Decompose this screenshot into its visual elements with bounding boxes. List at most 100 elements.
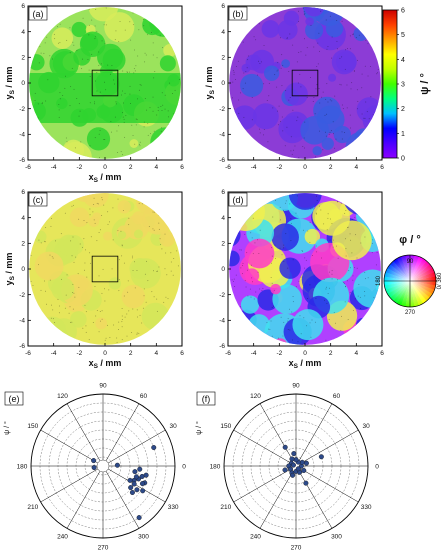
stipple-dot: [118, 259, 120, 261]
polar-angle-label: 270: [291, 544, 302, 550]
stipple-dot: [34, 92, 36, 94]
stipple-dot: [149, 7, 151, 8]
heatmap-region: [270, 193, 298, 211]
stipple-dot: [171, 93, 173, 95]
stipple-dot: [344, 212, 346, 214]
stipple-dot: [169, 313, 171, 315]
stipple-dot: [103, 24, 105, 26]
color-wheel: φ / ° 90 180 270 0/ 360: [376, 234, 443, 316]
stipple-dot: [111, 65, 113, 67]
stipple-dot: [290, 240, 292, 242]
stipple-dot: [161, 248, 163, 250]
stipple-dot: [337, 279, 339, 281]
stipple-dot: [253, 36, 255, 38]
x-axis-label: xS / mm: [289, 358, 322, 370]
stipple-dot: [175, 9, 177, 11]
stipple-dot: [53, 33, 55, 35]
stipple-dot: [115, 101, 117, 103]
stipple-dot: [156, 57, 158, 59]
stipple-dot: [310, 24, 312, 26]
stipple-dot: [127, 280, 129, 282]
stipple-dot: [94, 101, 96, 103]
stipple-dot: [230, 334, 232, 336]
stipple-dot: [136, 316, 138, 318]
stipple-dot: [35, 213, 37, 215]
stipple-dot: [247, 59, 249, 61]
stipple-dot: [113, 324, 115, 326]
stipple-dot: [93, 219, 95, 221]
stipple-dot: [175, 128, 177, 130]
stipple-dot: [69, 306, 71, 308]
stipple-dot: [315, 156, 317, 158]
stipple-dot: [229, 332, 230, 334]
stipple-dot: [153, 331, 155, 333]
stipple-dot: [104, 339, 106, 341]
stipple-dot: [306, 96, 308, 98]
stipple-dot: [364, 236, 366, 238]
stipple-dot: [115, 30, 117, 32]
stipple-dot: [259, 128, 261, 130]
stipple-dot: [364, 65, 366, 67]
stipple-dot: [44, 42, 46, 44]
stipple-dot: [54, 321, 56, 323]
stipple-dot: [276, 110, 278, 112]
stipple-dot: [313, 97, 315, 99]
x-tick-label: 0: [103, 350, 107, 357]
stipple-dot: [150, 7, 152, 9]
stipple-dot: [118, 290, 120, 292]
stipple-dot: [157, 157, 159, 159]
stipple-dot: [298, 157, 300, 159]
stipple-dot: [312, 100, 314, 102]
stipple-dot: [139, 143, 141, 145]
stipple-dot: [296, 120, 298, 122]
stipple-dot: [310, 208, 312, 210]
stipple-dot: [160, 127, 162, 129]
stipple-dot: [83, 238, 85, 240]
stipple-dot: [337, 201, 339, 203]
stipple-dot: [98, 64, 100, 66]
stipple-dot: [76, 50, 78, 52]
stipple-dot: [71, 67, 73, 69]
stipple-dot: [101, 292, 103, 294]
stipple-dot: [99, 229, 101, 231]
stipple-dot: [98, 331, 100, 333]
heatmap-region: [325, 20, 344, 38]
heatmap-region: [129, 139, 139, 148]
stipple-dot: [69, 52, 71, 54]
data-point: [129, 489, 135, 495]
stipple-dot: [361, 73, 363, 75]
stipple-dot: [233, 278, 235, 280]
stipple-dot: [234, 313, 236, 315]
y-tick-label: 0: [21, 266, 25, 273]
stipple-dot: [178, 78, 180, 80]
heatmap-region: [141, 193, 152, 203]
stipple-dot: [159, 238, 161, 240]
y-axis-label: yS / mm: [204, 67, 216, 100]
stipple-dot: [232, 280, 234, 282]
stipple-dot: [305, 259, 307, 261]
stipple-dot: [251, 97, 253, 99]
stipple-dot: [294, 145, 296, 147]
stipple-dot: [86, 276, 88, 278]
y-tick-label: 0: [21, 80, 25, 87]
stipple-dot: [271, 282, 273, 284]
stipple-dot: [123, 118, 125, 120]
stipple-dot: [378, 225, 380, 227]
stipple-dot: [326, 302, 328, 304]
stipple-dot: [57, 9, 59, 11]
stipple-dot: [137, 55, 139, 57]
stipple-dot: [177, 52, 179, 54]
stipple-dot: [117, 198, 119, 200]
stipple-dot: [78, 286, 80, 288]
data-point: [151, 445, 157, 451]
stipple-dot: [346, 48, 348, 50]
stipple-dot: [129, 93, 131, 95]
stipple-dot: [252, 253, 254, 255]
stipple-dot: [162, 318, 164, 320]
stipple-dot: [52, 318, 54, 320]
stipple-dot: [245, 31, 247, 33]
stipple-dot: [315, 88, 317, 90]
stipple-dot: [243, 72, 245, 74]
stipple-dot: [249, 153, 251, 155]
stipple-dot: [174, 89, 176, 91]
